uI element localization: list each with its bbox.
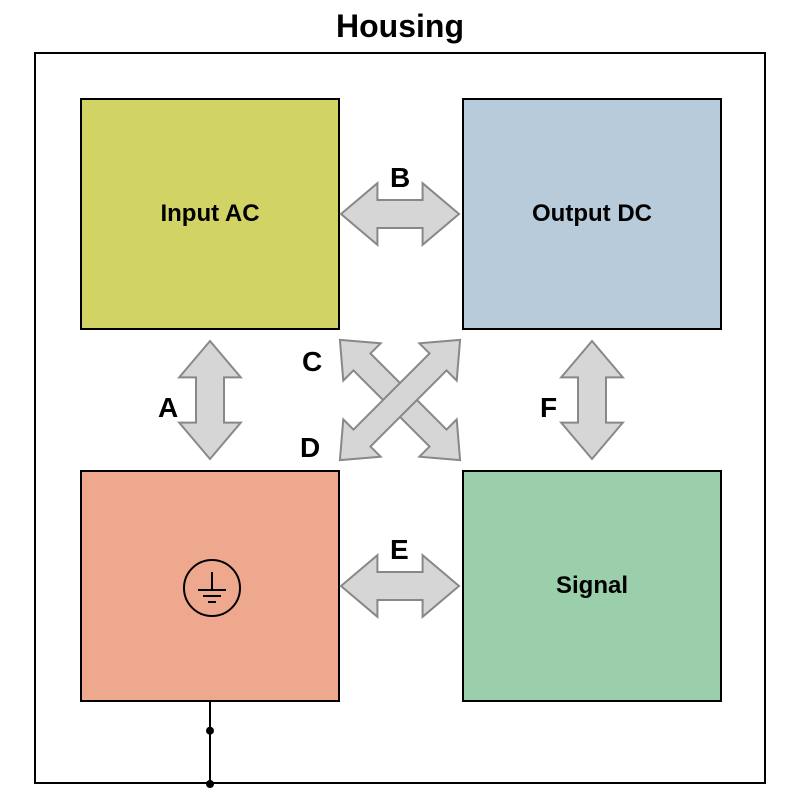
ground-wire xyxy=(0,0,800,800)
